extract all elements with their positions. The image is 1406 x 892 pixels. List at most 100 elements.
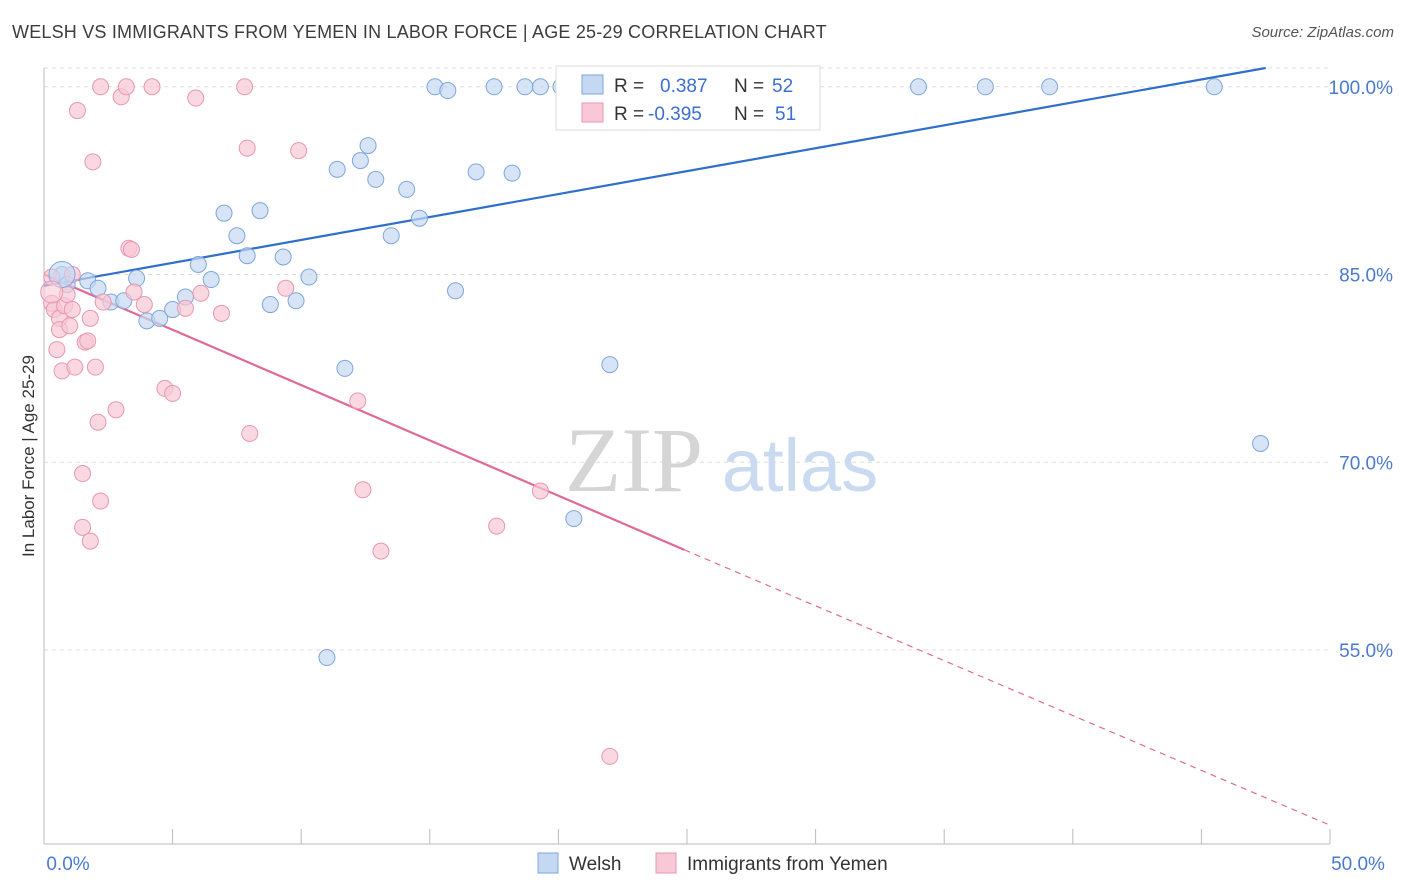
legend-n-value-2: 51 (775, 104, 796, 125)
yemen-point-35 (212, 304, 230, 322)
legend-r-label-1: R = (614, 76, 644, 97)
yemen-point-33 (187, 89, 205, 107)
welsh-point-24 (351, 152, 369, 170)
yemen-point-19 (92, 492, 110, 510)
yemen-point-28 (135, 296, 153, 314)
yemen-point-31 (164, 384, 182, 402)
welsh-point-37 (531, 78, 549, 96)
yemen-point-21 (92, 78, 110, 96)
welsh-point-34 (485, 78, 503, 96)
yemen-point-8 (61, 317, 79, 335)
yemen-point-41 (349, 392, 367, 410)
y-tick-label-100: 100.0% (1329, 78, 1394, 99)
yemen-point-34 (192, 284, 210, 302)
series-legend-swatch-yemen (655, 852, 677, 874)
chart-title: WELSH VS IMMIGRANTS FROM YEMEN IN LABOR … (12, 22, 827, 42)
welsh-point-6 (128, 269, 146, 287)
welsh-point-33 (467, 163, 485, 181)
yemen-point-12 (74, 465, 92, 483)
welsh-point-19 (287, 292, 305, 310)
welsh-point-40 (565, 510, 583, 528)
yemen-point-43 (372, 542, 390, 560)
welsh-point-13 (215, 204, 233, 222)
welsh-point-11 (189, 256, 207, 274)
welsh-point-27 (382, 227, 400, 245)
watermark-zip: ZIP (565, 409, 703, 511)
yemen-point-47 (74, 518, 92, 536)
welsh-point-16 (251, 202, 269, 220)
yemen-point-32 (176, 299, 194, 317)
welsh-point-8 (151, 309, 169, 327)
yemen-point-cluster (40, 280, 64, 304)
welsh-point-26 (367, 170, 385, 188)
legend-r-label-2: R = (614, 104, 644, 125)
yemen-point-15 (81, 309, 99, 327)
yemen-point-40 (290, 142, 308, 160)
welsh-point-14 (228, 227, 246, 245)
yemen-point-45 (531, 482, 549, 500)
yemen-point-10 (66, 358, 84, 376)
yemen-point-11 (68, 102, 86, 120)
y-axis-title: In Labor Force | Age 25-29 (19, 355, 38, 557)
welsh-point-12 (202, 271, 220, 289)
welsh-point-48 (976, 78, 994, 96)
series-legend-swatch-welsh (537, 852, 559, 874)
series-legend-label-yemen: Immigrants from Yemen (687, 854, 888, 875)
correlation-legend: R = 0.387 N = 52 R = -0.395 N = 51 (555, 65, 821, 131)
welsh-point-36 (516, 78, 534, 96)
welsh-point-49 (1041, 78, 1059, 96)
yemen-point-42 (354, 481, 372, 499)
welsh-point-51 (1252, 434, 1270, 452)
yemen-trend-line-extension (684, 549, 1331, 826)
welsh-point-28 (398, 180, 416, 198)
yemen-point-48 (81, 532, 99, 550)
yemen-point-39 (277, 279, 295, 297)
yemen-point-29 (143, 78, 161, 96)
welsh-point-25 (359, 137, 377, 155)
yemen-point-44 (488, 517, 506, 535)
legend-swatch-welsh (581, 74, 604, 95)
series-legend: Welsh Immigrants from Yemen (537, 852, 888, 875)
legend-r-value-2: -0.395 (648, 104, 702, 125)
watermark-atlas: atlas (722, 424, 878, 507)
welsh-point-20 (300, 268, 318, 286)
welsh-point-31 (439, 82, 457, 100)
series-legend-label-welsh: Welsh (569, 854, 621, 875)
yemen-point-27 (125, 283, 143, 301)
y-tick-label-55: 55.0% (1339, 641, 1393, 662)
yemen-point-20 (94, 293, 112, 311)
yemen-point-9 (63, 301, 81, 319)
welsh-point-41 (601, 356, 619, 374)
legend-n-label-2: N = (734, 104, 764, 125)
welsh-point-32 (447, 282, 465, 300)
yemen-point-37 (238, 139, 256, 157)
legend-swatch-yemen (581, 102, 604, 123)
welsh-point-23 (336, 359, 354, 377)
yemen-point-17 (86, 358, 104, 376)
yemen-point-26 (122, 240, 140, 258)
welsh-point-15 (238, 247, 256, 265)
legend-n-value-1: 52 (772, 76, 793, 97)
y-tick-label-70: 70.0% (1339, 453, 1393, 474)
yemen-point-24 (117, 78, 135, 96)
welsh-point-22 (328, 160, 346, 178)
yemen-point-38 (241, 424, 259, 442)
welsh-point-18 (274, 248, 292, 266)
x-tick-label-max: 50.0% (1331, 854, 1385, 875)
y-tick-label-85: 85.0% (1339, 266, 1393, 287)
legend-r-value-1: 0.387 (660, 76, 708, 97)
welsh-point-50 (1205, 78, 1223, 96)
welsh-point-47 (909, 78, 927, 96)
yemen-point-2 (48, 341, 66, 359)
yemen-point-16 (84, 153, 102, 171)
welsh-point-17 (261, 296, 279, 314)
welsh-point-21 (318, 649, 336, 667)
watermark: ZIP atlas (565, 409, 878, 511)
welsh-point-29 (411, 209, 429, 227)
welsh-point-35 (503, 164, 521, 182)
source-note: Source: ZipAtlas.com (1251, 24, 1394, 41)
yemen-point-14 (79, 332, 97, 350)
x-tick-label-min: 0.0% (46, 854, 89, 875)
y-tick-labels: 55.0% 70.0% 85.0% 100.0% (1329, 78, 1394, 662)
